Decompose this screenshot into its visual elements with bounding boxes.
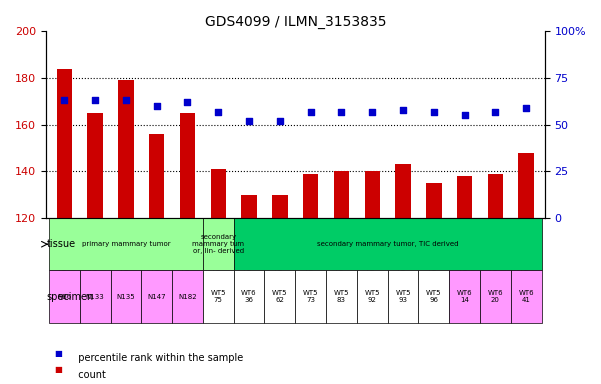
Bar — [388, 270, 418, 323]
Text: WT5
83: WT5 83 — [334, 290, 349, 303]
Text: WT6
41: WT6 41 — [519, 290, 534, 303]
Text: N147: N147 — [147, 294, 166, 300]
Bar — [234, 218, 542, 270]
Text: primary mammary tumor: primary mammary tumor — [82, 241, 170, 247]
Bar — [418, 270, 449, 323]
Bar — [118, 80, 133, 218]
Bar — [395, 164, 410, 218]
Text: N133: N133 — [86, 294, 105, 300]
Text: ■: ■ — [54, 366, 62, 374]
Text: count: count — [72, 370, 106, 380]
Text: specimen: specimen — [46, 292, 94, 302]
Text: WT5
93: WT5 93 — [395, 290, 410, 303]
Bar — [511, 270, 542, 323]
Text: N182: N182 — [178, 294, 197, 300]
Bar — [203, 270, 234, 323]
Bar — [203, 218, 234, 270]
Text: WT5
73: WT5 73 — [303, 290, 319, 303]
Bar — [326, 270, 357, 323]
Point — [121, 98, 130, 104]
Point — [90, 98, 100, 104]
Text: WT5
92: WT5 92 — [364, 290, 380, 303]
Point — [337, 109, 346, 115]
Point — [398, 107, 408, 113]
Point — [59, 98, 69, 104]
Text: WT6
20: WT6 20 — [487, 290, 503, 303]
Bar — [357, 270, 388, 323]
Bar — [87, 113, 103, 218]
Bar — [272, 195, 287, 218]
Bar — [80, 270, 111, 323]
Bar — [487, 174, 503, 218]
Text: WT6
14: WT6 14 — [457, 290, 472, 303]
Bar — [172, 270, 203, 323]
Text: N86: N86 — [57, 294, 72, 300]
Bar — [449, 270, 480, 323]
Text: WT5
62: WT5 62 — [272, 290, 288, 303]
Bar — [426, 183, 442, 218]
Bar — [234, 270, 264, 323]
Text: secondary
mammary tum
or, lin- derived: secondary mammary tum or, lin- derived — [192, 234, 244, 254]
Bar — [303, 174, 319, 218]
Bar — [334, 171, 349, 218]
Bar — [56, 69, 72, 218]
Point — [429, 109, 439, 115]
Text: WT5
96: WT5 96 — [426, 290, 442, 303]
Point — [306, 109, 316, 115]
Point — [244, 118, 254, 124]
Point — [367, 109, 377, 115]
Bar — [264, 270, 295, 323]
Text: percentile rank within the sample: percentile rank within the sample — [72, 353, 243, 363]
Text: N135: N135 — [117, 294, 135, 300]
Title: GDS4099 / ILMN_3153835: GDS4099 / ILMN_3153835 — [204, 15, 386, 29]
Bar — [49, 218, 203, 270]
Bar — [519, 153, 534, 218]
Text: tissue: tissue — [46, 239, 76, 249]
Bar — [210, 169, 226, 218]
Text: ■: ■ — [54, 349, 62, 358]
Text: WT5
75: WT5 75 — [210, 290, 226, 303]
Bar — [111, 270, 141, 323]
Bar — [242, 195, 257, 218]
Point — [183, 99, 192, 105]
Text: WT6
36: WT6 36 — [241, 290, 257, 303]
Bar — [141, 270, 172, 323]
Text: secondary mammary tumor, TIC derived: secondary mammary tumor, TIC derived — [317, 241, 459, 247]
Bar — [457, 176, 472, 218]
Point — [460, 112, 469, 118]
Point — [522, 105, 531, 111]
Bar — [149, 134, 165, 218]
Bar — [365, 171, 380, 218]
Point — [490, 109, 500, 115]
Bar — [49, 270, 80, 323]
Point — [275, 118, 285, 124]
Bar — [480, 270, 511, 323]
Bar — [180, 113, 195, 218]
Bar — [295, 270, 326, 323]
Point — [213, 109, 223, 115]
Point — [152, 103, 162, 109]
